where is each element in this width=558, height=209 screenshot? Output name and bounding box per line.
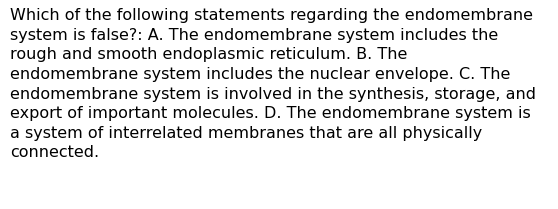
Text: Which of the following statements regarding the endomembrane
system is false?: A: Which of the following statements regard… <box>10 8 536 160</box>
